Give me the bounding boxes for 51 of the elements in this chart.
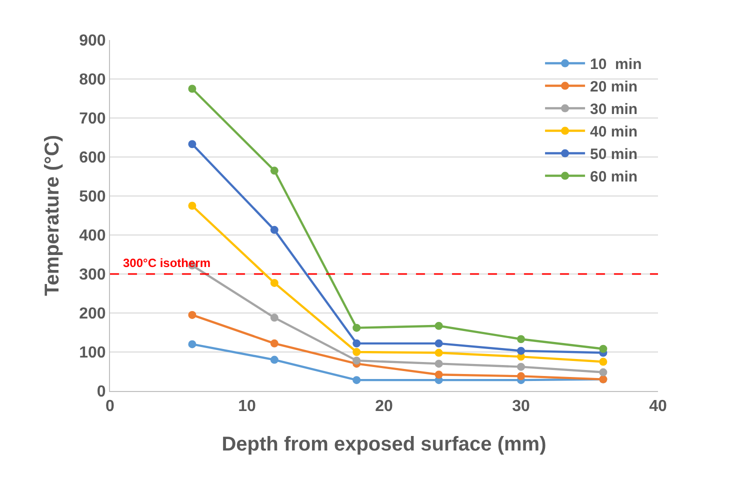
legend-label: 10 min [590, 56, 642, 74]
x-tick-label: 20 [375, 398, 393, 416]
y-tick-label: 900 [79, 32, 106, 50]
point [270, 226, 278, 234]
legend-label: 50 min [590, 146, 638, 164]
y-tick-label: 0 [96, 384, 106, 401]
point [517, 335, 525, 344]
x-tick-label: 30 [512, 398, 530, 416]
x-axis-title: Depth from exposed surface (mm) [222, 434, 546, 456]
point [270, 314, 278, 322]
point [434, 339, 443, 348]
point [434, 360, 443, 368]
point [270, 339, 278, 348]
y-tick-label: 700 [79, 110, 106, 128]
point [517, 372, 525, 380]
y-tick-label: 100 [79, 344, 106, 362]
point [352, 324, 361, 332]
y-tick-label: 800 [79, 72, 106, 89]
point [352, 356, 361, 365]
point [188, 140, 196, 148]
point [434, 370, 443, 379]
point [599, 368, 608, 376]
point [188, 310, 196, 319]
legend-label: 30 min [590, 101, 638, 118]
point [270, 166, 278, 175]
x-tick-label: 10 [238, 398, 256, 416]
point [434, 348, 443, 357]
point [517, 346, 525, 355]
point [188, 340, 196, 348]
point [352, 376, 361, 384]
point [270, 356, 278, 364]
legend-label: 40 min [590, 124, 638, 141]
y-tick-label: 400 [79, 228, 106, 245]
legend-label: 60 min [590, 168, 638, 186]
y-tick-label: 300 [79, 266, 106, 284]
point [352, 339, 361, 348]
point [599, 344, 608, 353]
y-tick-label: 600 [79, 150, 106, 167]
ref-line-label: 300°C isotherm [123, 256, 210, 270]
y-axis-title: Temperature (°C) [42, 135, 64, 296]
point [188, 84, 196, 93]
point [188, 202, 196, 210]
point [352, 348, 361, 356]
point [517, 362, 525, 371]
point [599, 358, 608, 366]
x-tick-label: 40 [649, 398, 667, 416]
point [434, 322, 443, 330]
y-tick-label: 500 [79, 188, 106, 206]
legend-label: 20 min [590, 78, 638, 96]
point [270, 278, 278, 287]
y-tick-label: 200 [79, 306, 106, 323]
